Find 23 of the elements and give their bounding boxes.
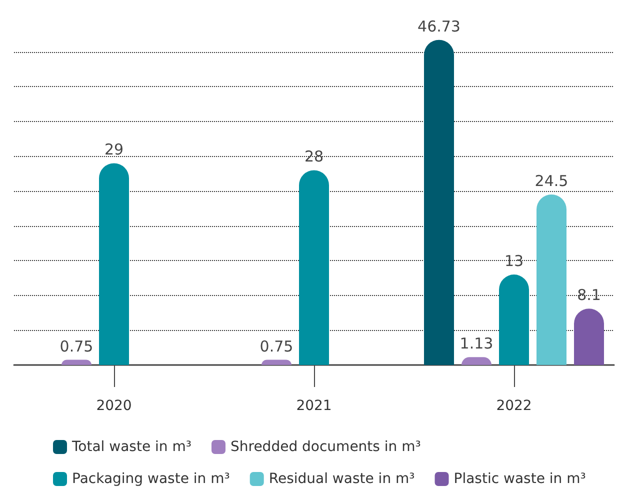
x-tick-label: 2020 [96, 398, 132, 414]
data-label: 24.5 [534, 172, 568, 190]
bar [99, 163, 129, 365]
data-label: 0.75 [60, 337, 94, 356]
legend-label: Packaging waste in m³ [72, 471, 230, 487]
legend-label: Total waste in m³ [71, 439, 192, 455]
bar [536, 194, 566, 365]
data-label: 46.73 [418, 17, 460, 36]
legend-label: Plastic waste in m³ [454, 471, 586, 487]
data-label: 1.13 [460, 334, 494, 353]
data-label: 29 [104, 140, 124, 159]
x-tick-label: 2022 [496, 398, 532, 414]
data-label: 13 [504, 252, 524, 270]
bar [424, 40, 454, 365]
data-label: 8.1 [577, 286, 601, 304]
bar [499, 274, 529, 365]
bar [299, 170, 329, 365]
data-label: 28 [304, 148, 324, 166]
x-tick-label: 2021 [296, 398, 332, 414]
data-label: 0.75 [260, 337, 294, 356]
legend-label: Shredded documents in m³ [230, 439, 421, 455]
legend-label: Residual waste in m³ [268, 471, 415, 487]
bar [574, 308, 604, 365]
